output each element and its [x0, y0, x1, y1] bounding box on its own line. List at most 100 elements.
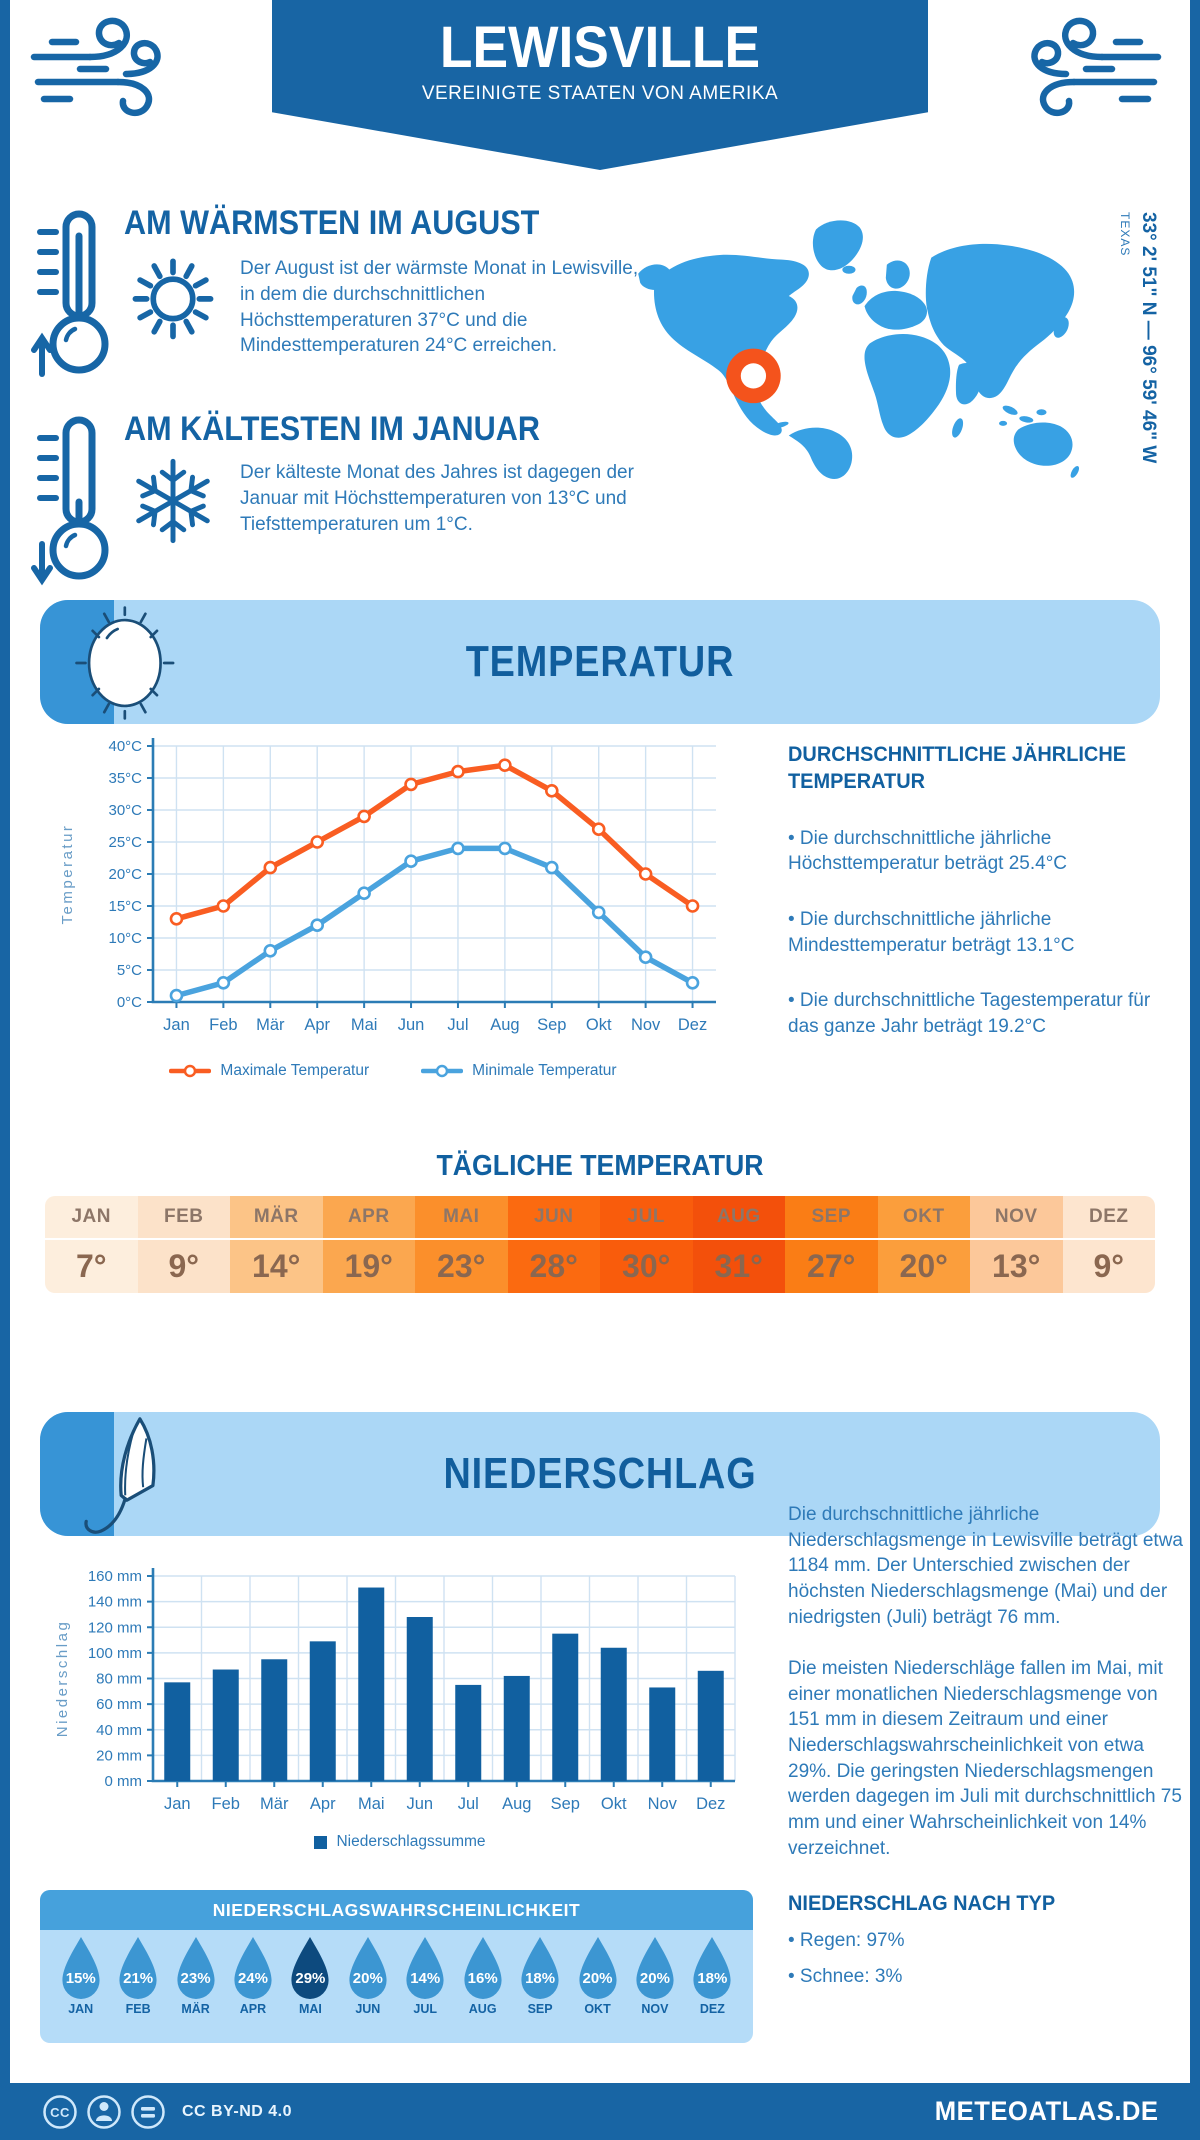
raindrop-icon	[636, 1937, 674, 1999]
scandinavia-shape	[885, 260, 910, 289]
probability-value: 16%	[467, 1970, 498, 1987]
min-line-swatch	[421, 1064, 464, 1078]
probability-value: 20%	[639, 1970, 670, 1987]
svg-text:Sep: Sep	[551, 1795, 580, 1813]
svg-text:0 mm: 0 mm	[105, 1773, 143, 1790]
probability-drop-JUL: 14% JUL	[397, 1935, 454, 2016]
daily-month-APR: APR	[322, 1196, 415, 1240]
title-banner: LEWISVILLE VEREINIGTE STAATEN VON AMERIK…	[272, 0, 928, 170]
svg-text:Okt: Okt	[586, 1016, 612, 1034]
daily-month-FEB: FEB	[137, 1196, 230, 1240]
daily-month-DEZ: DEZ	[1062, 1196, 1155, 1240]
probability-month: OKT	[584, 2002, 611, 2016]
thermometer-hot-icon	[31, 210, 109, 377]
warmest-title: AM WÄRMSTEN IM AUGUST	[124, 204, 540, 242]
probability-heading: NIEDERSCHLAGSWAHRSCHEINLICHKEIT	[40, 1890, 753, 1930]
probability-month: MÄR	[181, 2002, 210, 2016]
bar-Jun	[406, 1617, 433, 1781]
thermometer-cold-icon	[31, 416, 109, 586]
svg-text:160 mm: 160 mm	[88, 1568, 142, 1585]
Minimale Temperatur	[173, 845, 696, 999]
raindrop-icon	[234, 1937, 272, 1999]
bar-Mai	[358, 1587, 385, 1781]
probability-drops: 15% JAN 21% FEB 23% MÄR	[40, 1930, 753, 2016]
probability-value: 23%	[180, 1970, 211, 1987]
svg-text:Jan: Jan	[163, 1016, 190, 1034]
license-block: CC CC BY-ND 4.0	[42, 2094, 292, 2130]
probability-month: NOV	[641, 2002, 669, 2016]
city-title: LEWISVILLE	[439, 15, 761, 80]
bar-swatch	[314, 1835, 328, 1849]
svg-text:Dez: Dez	[696, 1795, 725, 1813]
bar-Apr	[309, 1641, 336, 1781]
probability-value: 24%	[237, 1970, 268, 1987]
precipitation-section-band: NIEDERSCHLAG	[40, 1412, 1160, 1536]
svg-text:Mär: Mär	[256, 1016, 285, 1034]
probability-value: 15%	[65, 1970, 96, 1987]
raindrop-icon	[693, 1937, 731, 1999]
precip-type-heading: NIEDERSCHLAG NACH TYP	[788, 1892, 1056, 1916]
annual-temp-bullet: • Die durchschnittliche jährliche Höchst…	[788, 827, 1068, 875]
daily-value-SEP: 27°	[785, 1240, 878, 1293]
daily-value-FEB: 9°	[137, 1240, 230, 1293]
svg-text:10°C: 10°C	[108, 930, 142, 947]
probability-value: 18%	[525, 1970, 556, 1987]
probability-month: JUL	[413, 2002, 438, 2016]
svg-text:Jan: Jan	[164, 1795, 191, 1813]
probability-month: MAI	[298, 2002, 322, 2016]
daily-value-APR: 19°	[322, 1240, 415, 1293]
precip-type-bullets: • Regen: 97% • Schnee: 3%	[788, 1928, 1184, 1989]
annual-temp-bullets: • Die durchschnittliche jährliche Höchst…	[788, 826, 1173, 1040]
svg-text:Aug: Aug	[490, 1016, 519, 1034]
probability-drop-JUN: 20% JUN	[339, 1935, 396, 2016]
uk-shape	[852, 285, 867, 305]
svg-text:CC: CC	[50, 2105, 70, 2120]
legend-precip-sum: Niederschlagssumme	[314, 1833, 486, 1851]
svg-text:Aug: Aug	[502, 1795, 531, 1813]
probability-drop-OKT: 20% OKT	[569, 1935, 626, 2016]
daily-temp-heading: TÄGLICHE TEMPERATUR	[436, 1150, 764, 1182]
temperature-band-title: TEMPERATUR	[465, 637, 735, 686]
japan-shape	[1053, 317, 1069, 338]
svg-text:Mai: Mai	[358, 1795, 385, 1813]
bar-Sep	[552, 1633, 579, 1781]
svg-text:Apr: Apr	[310, 1795, 336, 1813]
svg-text:Mär: Mär	[260, 1795, 289, 1813]
svg-text:15°C: 15°C	[108, 898, 142, 915]
probability-drop-APR: 24% APR	[224, 1935, 281, 2016]
probability-value: 14%	[410, 1970, 441, 1987]
daily-value-MAI: 23°	[415, 1240, 508, 1293]
svg-text:30°C: 30°C	[108, 802, 142, 819]
svg-text:0°C: 0°C	[117, 994, 142, 1011]
precip-paragraph-1: Die durchschnittliche jährliche Niedersc…	[788, 1504, 1183, 1628]
svg-text:20°C: 20°C	[108, 866, 142, 883]
svg-text:40 mm: 40 mm	[96, 1722, 142, 1739]
svg-text:5°C: 5°C	[117, 962, 142, 979]
probability-value: 29%	[295, 1970, 326, 1987]
daily-month-JUN: JUN	[507, 1196, 600, 1240]
probability-month: DEZ	[699, 2002, 725, 2016]
daily-month-JUL: JUL	[600, 1196, 693, 1240]
sun-band-icon	[75, 606, 175, 720]
coldest-text: Der kälteste Monat des Jahres ist dagege…	[240, 462, 634, 535]
svg-text:Jul: Jul	[447, 1016, 468, 1034]
annual-temp-bullet: • Die durchschnittliche jährliche Mindes…	[788, 909, 1075, 956]
warmest-text: Der August ist der wärmste Monat in Lewi…	[240, 258, 639, 357]
svg-text:80 mm: 80 mm	[96, 1671, 142, 1688]
coldest-title: AM KÄLTESTEN IM JANUAR	[124, 410, 540, 448]
probability-drop-NOV: 20% NOV	[626, 1935, 683, 2016]
svg-text:Jul: Jul	[458, 1795, 479, 1813]
north-america-shape	[653, 254, 809, 436]
daily-month-JAN: JAN	[45, 1196, 138, 1240]
svg-text:100 mm: 100 mm	[88, 1645, 142, 1662]
precipitation-bar-chart-svg: 0 mm 20 mm 40 mm 60 mm 80 mm 100 mm 120 mm 140 …	[54, 1568, 736, 1813]
precipitation-band-title: NIEDERSCHLAG	[443, 1449, 757, 1498]
africa-shape	[864, 334, 951, 438]
precip-type-bullet: • Regen: 97%	[788, 1930, 905, 1952]
probability-value: 18%	[697, 1970, 728, 1987]
daily-value-OKT: 20°	[877, 1240, 970, 1293]
bar-Mär	[261, 1659, 288, 1781]
svg-text:Jun: Jun	[398, 1016, 425, 1034]
location-coordinates: TEXAS 33° 2' 51" N — 96° 59' 46" W	[1118, 212, 1159, 552]
